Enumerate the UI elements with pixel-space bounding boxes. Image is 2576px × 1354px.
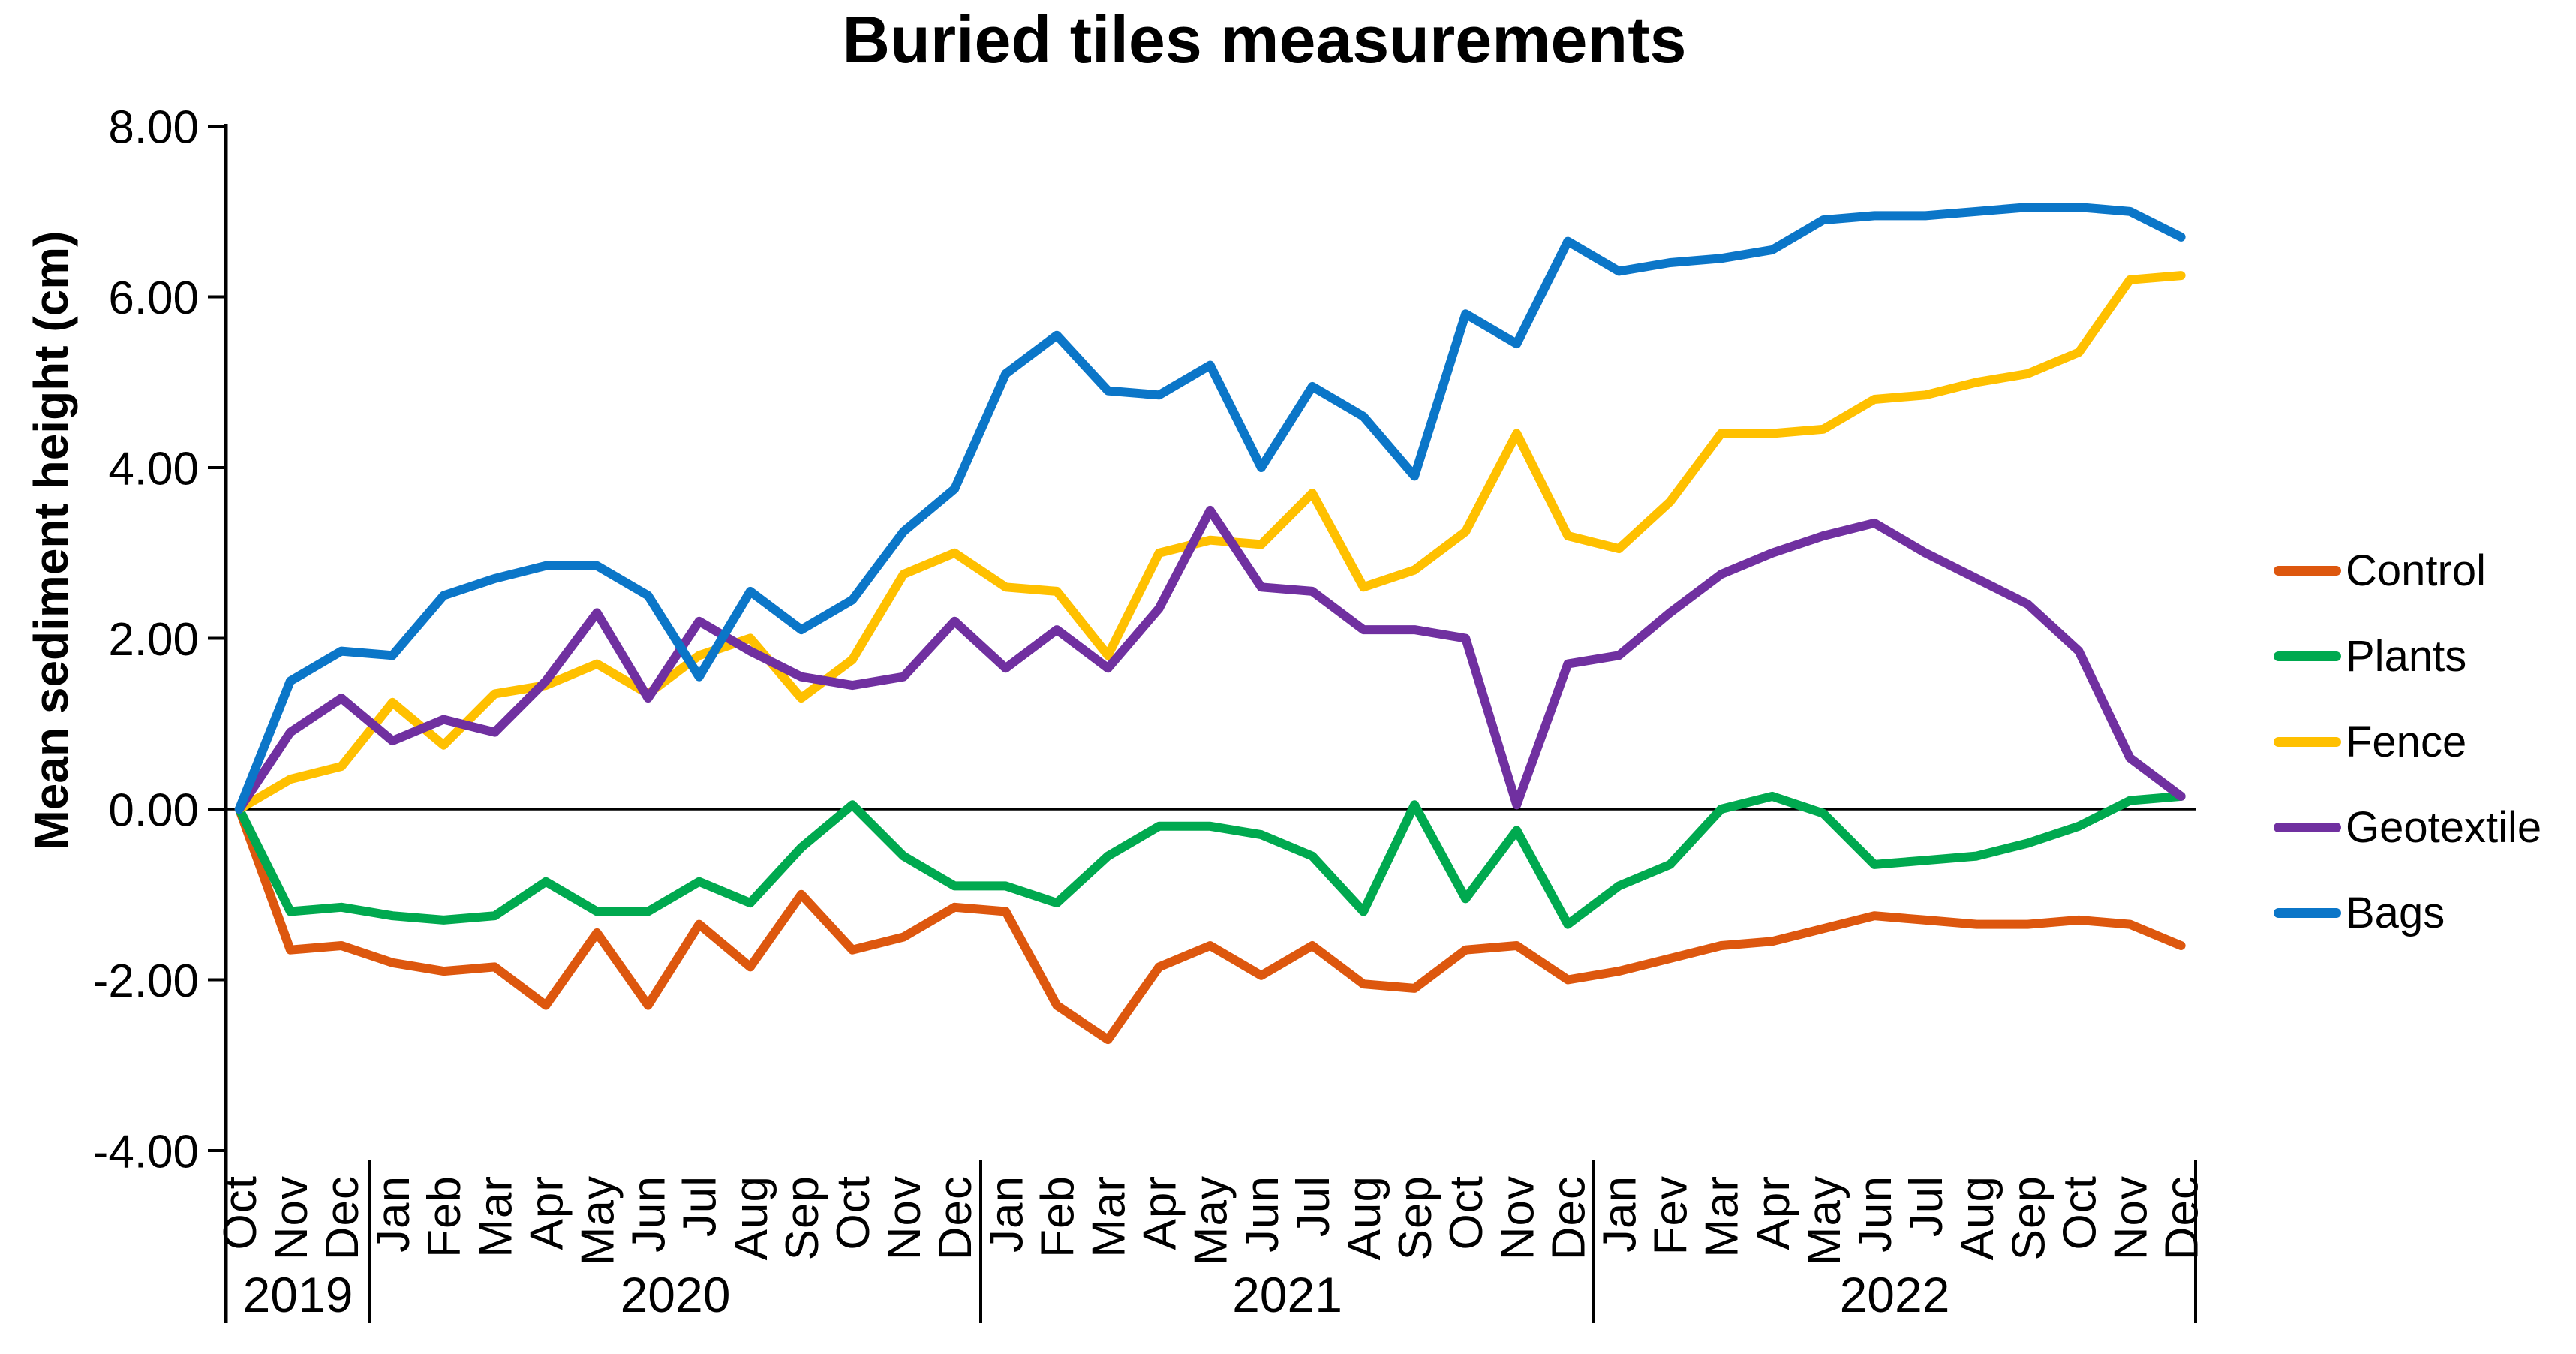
month-label: Feb xyxy=(1032,1175,1084,1258)
year-label: 2020 xyxy=(621,1267,731,1322)
legend-item-fence: Fence xyxy=(2274,718,2541,766)
month-label: Oct xyxy=(2054,1175,2106,1250)
month-label: Feb xyxy=(419,1175,470,1258)
month-label: Nov xyxy=(266,1175,317,1260)
legend-item-control: Control xyxy=(2274,546,2541,595)
month-label: Apr xyxy=(1748,1175,1799,1250)
legend-item-plants: Plants xyxy=(2274,631,2541,681)
legend-label: Plants xyxy=(2346,631,2467,681)
month-label: Dec xyxy=(1543,1175,1595,1260)
y-tick-label: 8.00 xyxy=(108,101,199,153)
month-label: Jul xyxy=(1288,1175,1339,1237)
month-label: Jun xyxy=(624,1175,675,1253)
month-label: May xyxy=(573,1175,624,1265)
series-line-plants xyxy=(234,791,2186,929)
y-tick-label: 0.00 xyxy=(108,784,199,836)
legend-swatch-fence xyxy=(2274,736,2341,747)
month-label: Oct xyxy=(215,1175,266,1250)
month-label: Mar xyxy=(1697,1175,1748,1258)
month-label: Mar xyxy=(470,1175,522,1258)
month-label: Sep xyxy=(777,1175,828,1260)
month-label: Nov xyxy=(2106,1175,2157,1260)
month-label: May xyxy=(1186,1175,1237,1265)
legend-swatch-geotextile xyxy=(2274,822,2341,832)
year-label: 2019 xyxy=(243,1267,353,1322)
y-tick-label: 6.00 xyxy=(108,272,199,324)
legend-swatch-control xyxy=(2274,565,2341,576)
month-label: Oct xyxy=(1441,1175,1492,1250)
month-label: Dec xyxy=(930,1175,981,1260)
y-tick-label: -2.00 xyxy=(93,955,199,1007)
series-line-fence xyxy=(234,271,2186,814)
month-label: Sep xyxy=(2003,1175,2054,1260)
month-label: Aug xyxy=(1952,1175,2003,1260)
month-label: Oct xyxy=(828,1175,879,1250)
month-label: Jun xyxy=(1237,1175,1288,1253)
legend: Control Plants Fence Geotextile Bags xyxy=(2274,546,2541,937)
month-label: Jan xyxy=(981,1175,1033,1253)
legend-swatch-bags xyxy=(2274,907,2341,918)
month-label: Jan xyxy=(368,1175,419,1253)
month-label: Fev xyxy=(1646,1175,1697,1255)
legend-label: Bags xyxy=(2346,888,2445,937)
series-line-geotextile xyxy=(234,505,2186,814)
month-label: Mar xyxy=(1084,1175,1135,1258)
month-label: Dec xyxy=(2157,1175,2208,1260)
month-label: Jan xyxy=(1595,1175,1646,1253)
legend-label: Control xyxy=(2346,546,2486,595)
month-label: Aug xyxy=(1339,1175,1390,1260)
month-label: Apr xyxy=(521,1175,573,1250)
month-label: Aug xyxy=(726,1175,777,1260)
month-label: Nov xyxy=(1492,1175,1543,1260)
month-label: Dec xyxy=(317,1175,368,1260)
series-line-control xyxy=(234,805,2186,1045)
y-tick-label: 4.00 xyxy=(108,443,199,495)
month-label: Jul xyxy=(675,1175,726,1237)
legend-swatch-plants xyxy=(2274,651,2341,661)
y-tick-label: -4.00 xyxy=(93,1126,199,1178)
year-label: 2022 xyxy=(1840,1267,1950,1322)
chart-title: Buried tiles measurements xyxy=(842,2,1687,77)
month-label: Sep xyxy=(1390,1175,1441,1260)
legend-item-bags: Bags xyxy=(2274,889,2541,937)
month-label: Nov xyxy=(879,1175,930,1260)
legend-label: Fence xyxy=(2346,717,2467,766)
y-tick-label: 2.00 xyxy=(108,614,199,666)
legend-item-geotextile: Geotextile xyxy=(2274,802,2542,852)
year-label: 2021 xyxy=(1232,1267,1342,1322)
month-label: Apr xyxy=(1135,1175,1186,1250)
month-label: May xyxy=(1799,1175,1850,1265)
month-label: Jul xyxy=(1901,1175,1952,1237)
legend-label: Geotextile xyxy=(2346,802,2542,852)
series-line-bags xyxy=(234,203,2186,814)
month-label: Jun xyxy=(1850,1175,1901,1253)
